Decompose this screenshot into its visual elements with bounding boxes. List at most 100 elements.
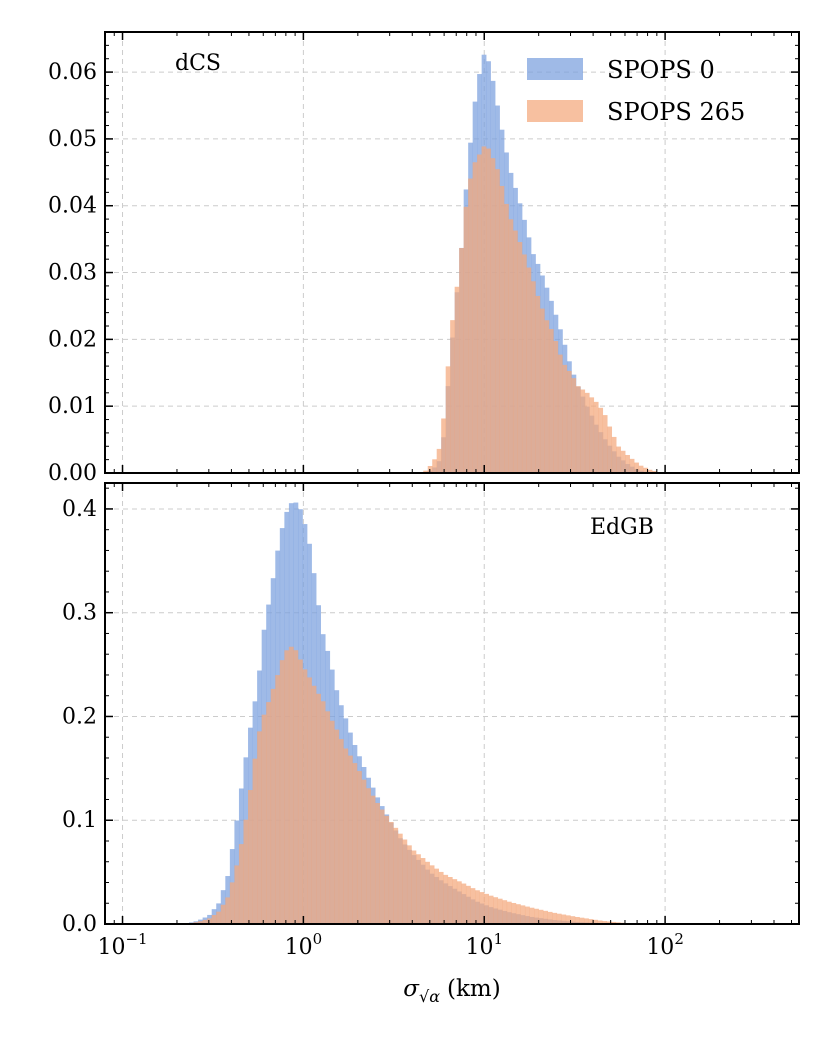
dcs-histogram-bar [481,146,487,473]
edgb-histogram-bar [225,897,231,924]
edgb-histogram-bar [302,669,308,924]
edgb-histogram-bar [484,893,489,924]
legend-swatch-spops-0 [527,58,583,80]
dcs-y-tick-label: 0.06 [48,60,97,85]
edgb-histogram-bar [329,720,335,924]
dcs-y-tick-label: 0.03 [48,261,97,286]
dcs-y-tick-label: 0.01 [48,394,97,419]
edgb-histogram-bar [366,788,371,924]
edgb-axes-frame [104,482,800,925]
edgb-histogram-bar [452,879,458,924]
edgb-histogram-bar [307,677,312,924]
dcs-histogram-bar [517,242,523,473]
edgb-histogram-bar [506,901,512,924]
x-tick-label: 100 [285,930,323,960]
edgb-histogram-bar [502,900,508,924]
edgb-ticks: 0.0 0.1 0.2 0.3 0.4 10−1 100 101 102 [62,483,799,960]
edgb-histogram-bar [397,833,403,924]
dcs-histogram-bar [566,370,572,473]
dcs-histogram-bar [459,248,464,473]
dcs-histogram-bar [508,219,514,473]
dcs-histogram-bar [490,158,496,473]
x-axis-label: σ√α (km) [403,976,500,1006]
edgb-histogram-bar [520,905,526,924]
edgb-histogram-bar [538,909,544,924]
edgb-histogram-bar [234,865,240,924]
dcs-histogram-bar [575,386,581,473]
edgb-series-spops-265 [184,646,648,924]
dcs-histogram-bar [512,230,518,473]
dcs-histogram-bar [611,436,617,473]
edgb-histogram-bar [343,748,349,924]
edgb-histogram-bar [261,714,267,924]
dcs-histogram-bar [553,341,559,473]
edgb-histogram-bar [416,854,421,924]
edgb-histogram-bar [198,921,203,924]
edgb-histogram-bar [393,827,399,924]
x-tick-label: 101 [465,930,503,960]
dcs-histogram-bar [450,320,455,473]
edgb-histogram-bar [311,685,317,924]
edgb-y-tick-label: 0.0 [62,912,97,937]
dcs-histograms [423,54,662,474]
edgb-histogram-bar [320,701,326,924]
edgb-histogram-bar [570,916,576,924]
dcs-axes-frame [104,31,800,474]
edgb-histogram-bar [207,918,212,924]
dcs-histogram-bar [607,426,613,473]
edgb-histogram-bar [248,790,253,924]
dcs-histogram-bar [504,203,509,473]
dcs-histogram-bar [477,154,482,473]
dcs-histogram-bar [602,415,608,473]
dcs-histogram-bar [441,418,446,473]
edgb-histogram-bar [579,917,585,924]
edgb-histogram-bar [238,844,244,924]
dcs-histogram-bar [463,206,469,473]
edgb-histogram-bar [493,897,499,924]
edgb-histogram-bar [216,911,222,924]
dcs-histogram-bar [535,295,541,473]
edgb-histogram-bar [543,910,548,924]
edgb-histogram-bar [547,911,553,924]
dcs-histogram-bar [557,354,563,473]
dcs-histogram-bar [472,162,478,473]
x-tick-label: 10−1 [97,930,147,960]
edgb-histogram-bar [284,650,290,924]
edgb-y-tick-label: 0.4 [62,497,97,522]
dcs-y-tick-label: 0.04 [48,194,97,219]
dcs-histogram-bar [584,392,590,473]
edgb-histogram-bar [266,702,272,924]
edgb-histogram-bar [488,895,494,924]
edgb-histogram-bar [202,919,208,924]
edgb-histogram-bar [338,739,344,924]
edgb-histogram-bar [370,795,376,924]
edgb-histogram-bar [252,758,258,924]
dcs-histogram-bar [634,462,639,473]
edgb-histogram-bar [220,904,226,924]
dcs-histogram-bar [495,169,500,473]
dcs-histogram-bar [445,366,451,473]
dcs-histogram-bar [647,469,653,473]
edgb-histogram-bar [465,885,471,924]
edgb-histogram-bar [461,883,467,924]
edgb-histogram-bar [534,908,539,924]
edgb-histogram-bar [470,888,476,924]
dcs-histogram-bar [638,465,644,473]
edgb-histogram-bar [574,916,580,924]
dcs-panel: 0.00 0.01 0.02 0.03 0.04 0.05 0.06 dCS SPOPS 0… [48,31,800,486]
legend-swatch-spops-265 [527,100,583,122]
dcs-histogram-bar [423,470,429,473]
dcs-grid [105,32,799,473]
edgb-panel: 0.0 0.1 0.2 0.3 0.4 10−1 100 101 102 EdGB [62,482,800,960]
edgb-y-tick-label: 0.3 [62,601,97,626]
edgb-histogram-bar [406,845,412,924]
dcs-histogram-bar [526,267,532,473]
edgb-histogram-bar [606,921,612,924]
edgb-histogram-bar [352,763,358,924]
legend-label-spops-0: SPOPS 0 [607,56,715,84]
edgb-histogram-bar [243,819,249,924]
edgb-y-tick-label: 0.2 [62,704,97,729]
dcs-histogram-bar [530,281,536,473]
edgb-histogram-bar [552,912,558,924]
